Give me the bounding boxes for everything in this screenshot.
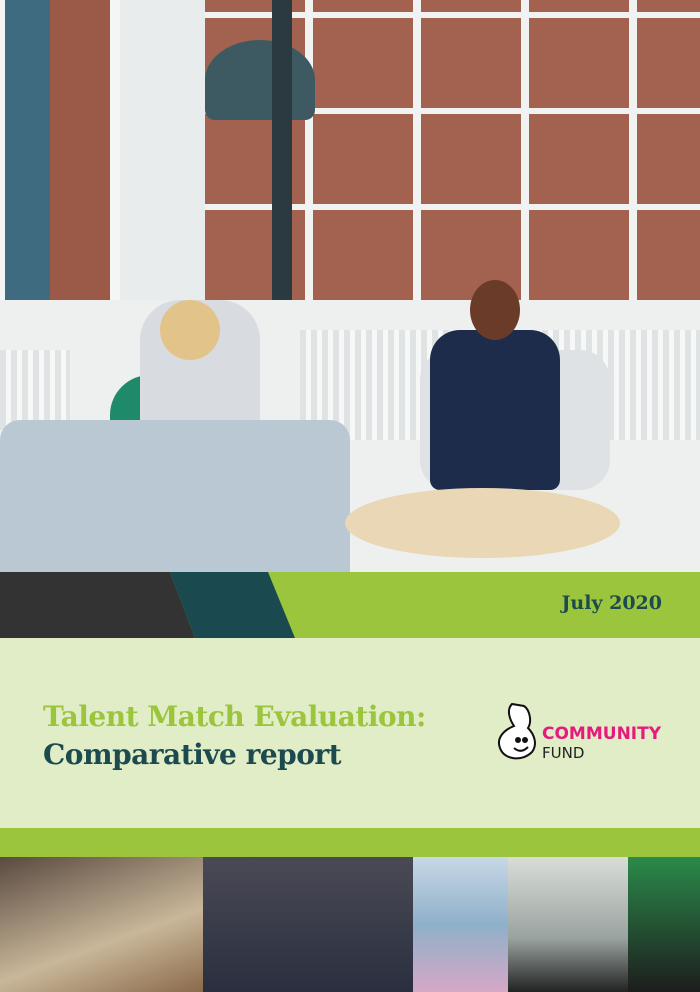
band-shapes [0, 572, 295, 638]
community-fund-logo: COMMUNITY FUND [492, 700, 672, 770]
two-people-photo [628, 857, 700, 992]
header-band: July 2020 [0, 572, 700, 638]
photo-strip [0, 857, 700, 992]
crossed-fingers-icon [498, 702, 536, 760]
logo-word-fund: FUND [542, 744, 585, 762]
group-workshop-photo [0, 857, 203, 992]
report-subtitle: Comparative report [43, 738, 342, 771]
report-date: July 2020 [561, 592, 662, 614]
green-stripe [0, 828, 700, 857]
hero-photo [0, 0, 700, 572]
report-title: Talent Match Evaluation: [43, 700, 426, 733]
title-panel: Talent Match Evaluation: Comparative rep… [0, 638, 700, 828]
logo-word-community: COMMUNITY [542, 724, 662, 744]
team-group-photo [203, 857, 413, 992]
cera-office-photo [508, 857, 628, 992]
moby-poster-photo [413, 857, 508, 992]
